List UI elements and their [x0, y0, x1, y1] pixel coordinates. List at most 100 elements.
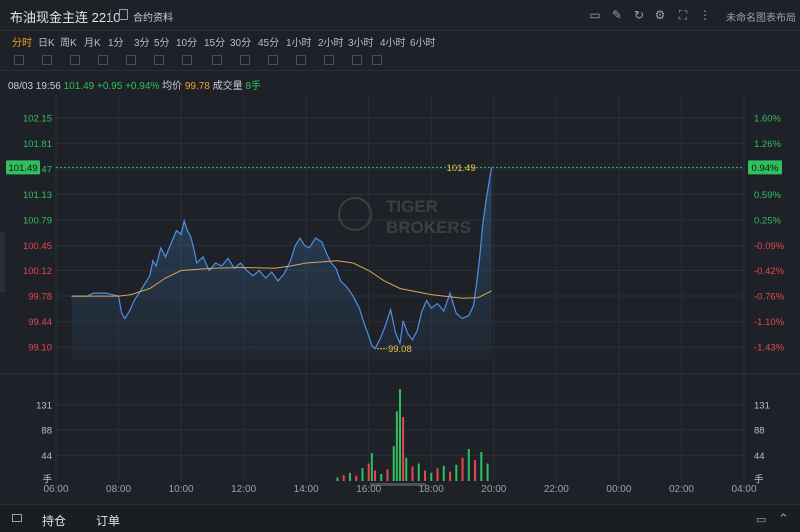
text-tool-icon[interactable]: [154, 55, 164, 65]
volume-bar-18: [430, 472, 433, 481]
period-tabs: 分时 日K 周K 月K 1分 3分 5分 10分 15分 30分 45分 1小时 2小时 3小时 4小时 6小…: [0, 31, 800, 51]
volume-tick-right-1: 88: [754, 425, 765, 436]
expand-panel-icon[interactable]: ⌃: [778, 511, 789, 526]
volume-bar-14: [405, 457, 408, 481]
period-tab-3[interactable]: 月K: [84, 38, 101, 49]
volume-bar-20: [442, 465, 445, 481]
volume-label: 成交量: [212, 81, 243, 92]
settings-icon[interactable]: ⚙: [654, 8, 666, 22]
volume-bar-5: [367, 463, 370, 481]
volume-bar-25: [474, 460, 477, 481]
y-tick-price-8: 99.44: [28, 317, 52, 328]
volume-bar-27: [486, 463, 489, 481]
ray-tool-icon[interactable]: [126, 55, 136, 65]
layout-selector[interactable]: 未命名图表布局: [726, 13, 796, 24]
current-price-tag: [6, 160, 40, 175]
period-tab-10[interactable]: 45分: [258, 38, 280, 49]
volume-tick-left-2: 44: [41, 451, 52, 462]
y-tick-pct-8: -1.10%: [754, 317, 785, 328]
line-tool-icon[interactable]: [14, 55, 24, 65]
intraday-chart[interactable]: TIGER BROKERS 06:00 08:00 10:00 12:00 14:00 1…: [0, 88, 800, 508]
y-tick-price-2: 101.47: [23, 164, 52, 175]
avg-line: [71, 260, 492, 299]
hide-tool-icon[interactable]: [268, 55, 278, 65]
drawing-toolbar: [0, 52, 800, 71]
panel-toggle-icon[interactable]: [12, 514, 22, 522]
minimize-panel-icon[interactable]: ▭: [756, 514, 767, 526]
volume-tick-left-3: 手: [42, 474, 52, 486]
screen-icon[interactable]: ▭: [589, 8, 601, 22]
instrument-title: 布油现金主连 2210: [10, 10, 121, 25]
contract-doc-icon[interactable]: [119, 9, 128, 20]
period-tab-9[interactable]: 30分: [230, 38, 252, 49]
low-label: 99.08: [388, 344, 412, 355]
period-tab-6[interactable]: 5分: [154, 38, 170, 49]
volume-bar-3: [355, 475, 358, 481]
volume-bar-21: [449, 471, 452, 481]
copy-tool-icon[interactable]: [352, 55, 362, 65]
period-tab-13[interactable]: 3小时: [348, 38, 374, 49]
period-tab-14[interactable]: 4小时: [380, 38, 406, 49]
price-area: [71, 167, 492, 360]
volume-tick-right-3: 手: [754, 474, 764, 486]
volume-bar-9: [386, 469, 389, 481]
volume-tick-right-0: 131: [754, 400, 770, 411]
y-tick-price-4: 100.79: [23, 216, 52, 227]
header-bar: 布油现金主连 2210 合约资料 ▭ ✎ ↻ ⚙ ⛶ ⋮ 未命名图表布局: [0, 0, 800, 31]
volume-bar-26: [480, 451, 483, 481]
period-tab-2[interactable]: 周K: [60, 38, 77, 49]
period-tab-4[interactable]: 1分: [108, 38, 124, 49]
x-tick-9: 00:00: [606, 484, 631, 495]
avg-label: 均价: [162, 81, 183, 92]
eye-tool-icon[interactable]: [296, 55, 306, 65]
period-tab-12[interactable]: 2小时: [318, 38, 344, 49]
y-tick-pct-6: -0.42%: [754, 266, 785, 277]
tab-positions[interactable]: 持仓: [42, 514, 67, 528]
edit-icon[interactable]: ✎: [611, 8, 623, 22]
magnet-tool-icon[interactable]: [212, 55, 222, 65]
quote-info-line: 08/03 19:56 101.49 +0.95 +0.94% 均价 99.78…: [8, 77, 261, 92]
x-tick-0: 06:00: [43, 484, 68, 495]
watermark-line2: BROKERS: [386, 218, 471, 237]
quote-change-pct: +0.94%: [125, 81, 160, 92]
period-tab-1[interactable]: 日K: [38, 38, 55, 49]
y-tick-price-6: 100.12: [23, 266, 52, 277]
volume-tick-left-0: 131: [36, 400, 52, 411]
watermark-logo-icon: [338, 197, 372, 231]
volume-bar-6: [370, 453, 373, 481]
period-tab-8[interactable]: 15分: [204, 38, 226, 49]
header-divider: [110, 9, 111, 22]
fullscreen-icon[interactable]: ⛶: [678, 8, 688, 22]
fib-tool-icon[interactable]: [98, 55, 108, 65]
volume-tick-left-1: 88: [41, 425, 52, 436]
volume-bar-11: [395, 411, 398, 481]
layer-tool-icon[interactable]: [324, 55, 334, 65]
contract-info-link[interactable]: 合约资料: [133, 13, 173, 24]
period-tab-15[interactable]: 6小时: [410, 38, 436, 49]
x-tick-1: 08:00: [106, 484, 131, 495]
period-tab-0[interactable]: 分时: [12, 38, 32, 49]
current-price-label: 101.49: [8, 163, 37, 174]
delete-tool-icon[interactable]: [372, 55, 382, 65]
period-tab-11[interactable]: 1小时: [286, 38, 312, 49]
more-icon[interactable]: ⋮: [699, 8, 711, 22]
watermark-line1: TIGER: [386, 197, 438, 216]
channel-tool-icon[interactable]: [70, 55, 80, 65]
watermark: TIGER BROKERS: [338, 197, 471, 237]
rect-tool-icon[interactable]: [42, 55, 52, 65]
measure-tool-icon[interactable]: [182, 55, 192, 65]
period-tab-7[interactable]: 10分: [176, 38, 198, 49]
lock-tool-icon[interactable]: [240, 55, 250, 65]
tab-orders[interactable]: 订单: [96, 514, 121, 528]
y-tick-pct-3: 0.59%: [754, 190, 781, 201]
price-line: [71, 167, 493, 350]
x-tick-4: 14:00: [294, 484, 319, 495]
chart-labels: 06:00 08:00 10:00 12:00 14:00 16:00 18:00 20:00…: [8, 113, 784, 495]
x-tick-11: 04:00: [731, 484, 756, 495]
period-tab-5[interactable]: 3分: [134, 38, 150, 49]
refresh-icon[interactable]: ↻: [633, 8, 645, 22]
x-tick-6: 18:00: [419, 484, 444, 495]
x-tick-2: 10:00: [169, 484, 194, 495]
volume-bar-23: [461, 457, 464, 481]
side-panel-handle[interactable]: [0, 232, 5, 292]
